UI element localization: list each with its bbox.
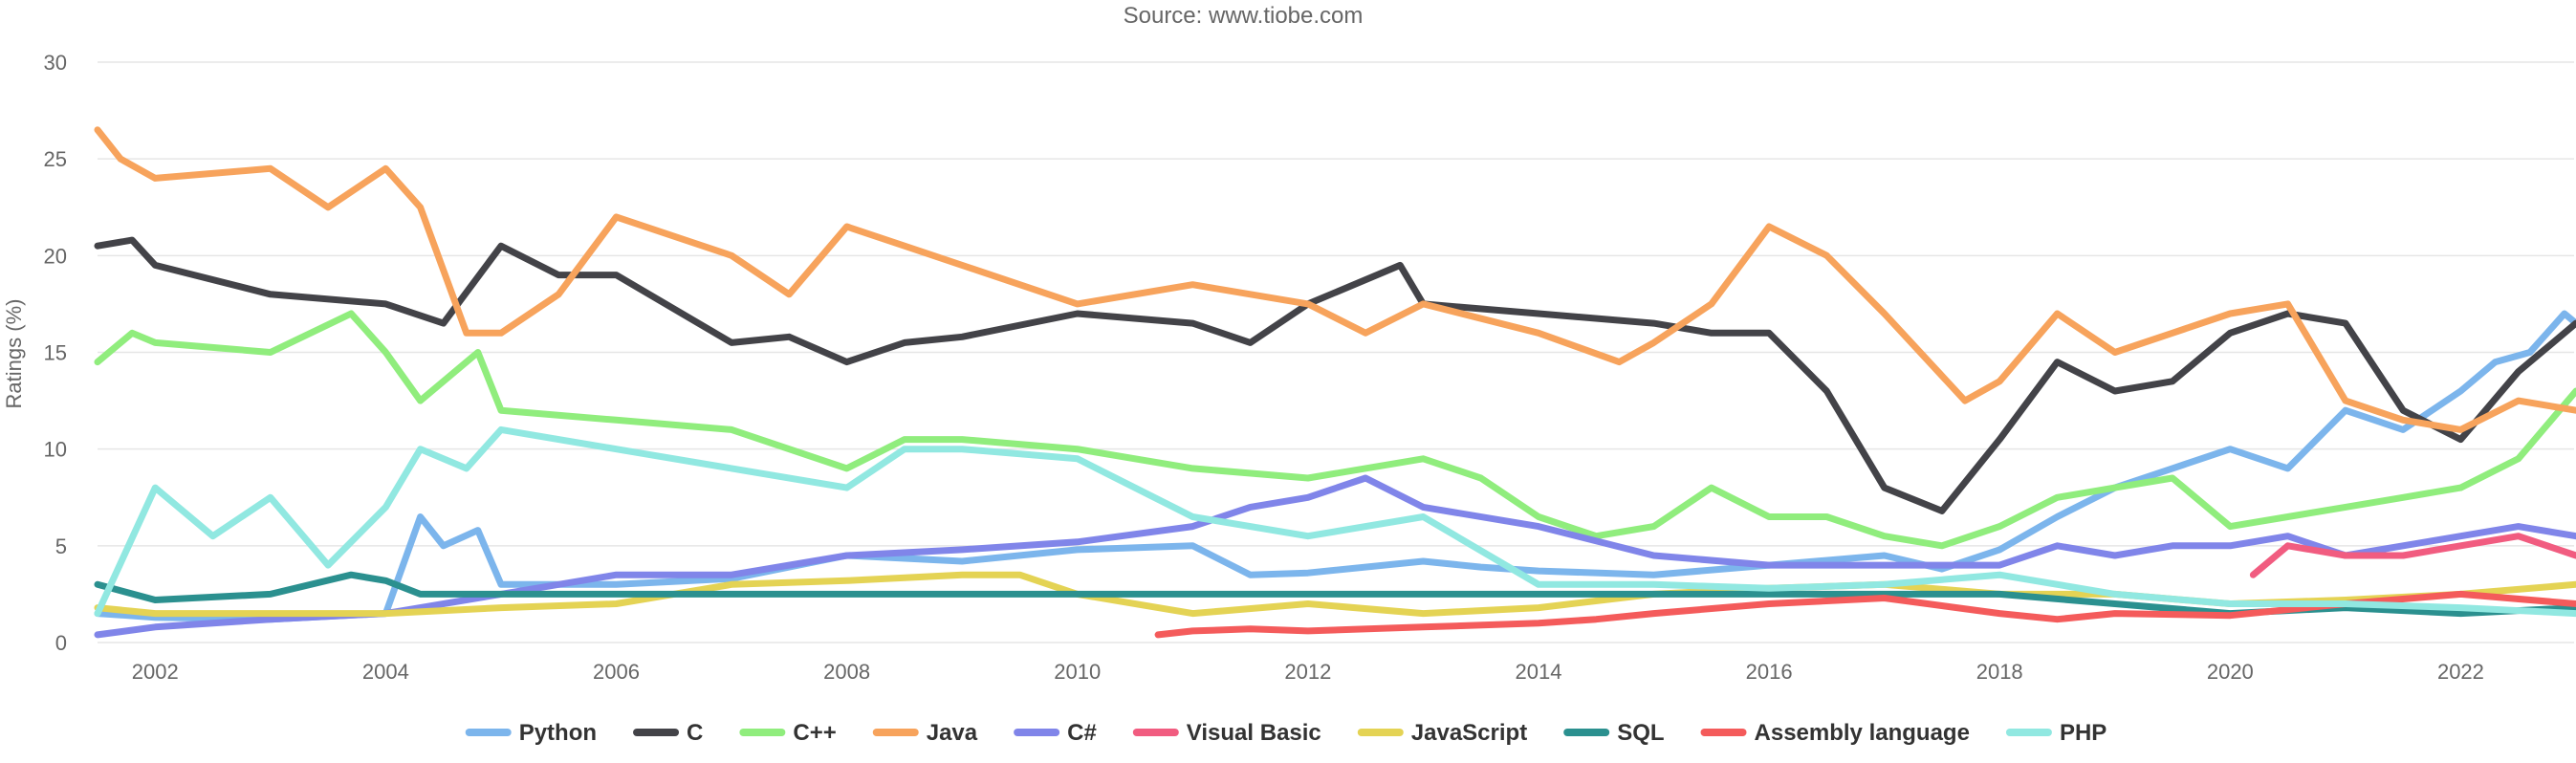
y-tick-label: 0 xyxy=(55,631,67,655)
legend-item-php[interactable]: PHP xyxy=(2005,720,2107,746)
legend-item-visual-basic[interactable]: Visual Basic xyxy=(1132,720,1321,746)
legend-label: Python xyxy=(519,720,597,746)
legend-label: SQL xyxy=(1617,720,1664,746)
legend-item-python[interactable]: Python xyxy=(465,720,597,746)
legend-label: Visual Basic xyxy=(1187,720,1321,746)
x-axis-ticks: 2002 2004 2006 2008 2010 2012 2014 2016 2018 2020… xyxy=(132,660,2484,684)
x-tick-label: 2018 xyxy=(1976,660,2023,684)
legend-label: JavaScript xyxy=(1411,720,1527,746)
x-tick-label: 2002 xyxy=(132,660,179,684)
x-tick-label: 2022 xyxy=(2437,660,2484,684)
legend-item-sql[interactable]: SQL xyxy=(1563,720,1665,746)
y-tick-label: 15 xyxy=(44,341,67,365)
series-line-c xyxy=(94,474,2576,639)
x-tick-label: 2010 xyxy=(1054,660,1101,684)
legend-item-c[interactable]: C++ xyxy=(739,720,837,746)
y-gridlines xyxy=(98,61,2574,643)
y-axis-ticks: 0 5 10 15 20 25 30 xyxy=(44,51,67,655)
legend-item-java[interactable]: Java xyxy=(872,720,978,746)
legend-item-c[interactable]: C# xyxy=(1014,720,1097,746)
x-tick-label: 2014 xyxy=(1516,660,1562,684)
y-tick-label: 5 xyxy=(55,534,67,558)
x-tick-label: 2004 xyxy=(362,660,409,684)
series-line-c xyxy=(94,310,2576,550)
legend-item-c[interactable]: C xyxy=(633,720,703,746)
chart-subtitle: Source: www.tiobe.com xyxy=(1124,3,1364,29)
x-tick-label: 2016 xyxy=(1746,660,1793,684)
x-tick-label: 2008 xyxy=(823,660,870,684)
legend-label: PHP xyxy=(2060,720,2107,746)
x-tick-label: 2006 xyxy=(593,660,640,684)
series-line-java xyxy=(94,126,2576,433)
legend: Python C C++ Java C# Visual Basic JavaScript SQ… xyxy=(465,720,2107,746)
legend-label: Java xyxy=(927,720,978,746)
legend-item-assembly-language[interactable]: Assembly language xyxy=(1700,720,1970,746)
series-line-assembly-language xyxy=(1154,590,2576,639)
series-lines xyxy=(94,126,2576,639)
x-tick-label: 2012 xyxy=(1284,660,1331,684)
series-line-php xyxy=(94,425,2576,618)
y-tick-label: 30 xyxy=(44,51,67,75)
y-axis-title: Ratings (%) xyxy=(2,299,26,409)
x-tick-label: 2020 xyxy=(2207,660,2254,684)
series-line-visual-basic xyxy=(2249,533,2576,578)
legend-label: C xyxy=(687,720,703,746)
y-tick-label: 10 xyxy=(44,438,67,462)
legend-label: C++ xyxy=(793,720,836,746)
legend-item-javascript[interactable]: JavaScript xyxy=(1357,720,1527,746)
legend-label: C# xyxy=(1067,720,1097,746)
y-tick-label: 20 xyxy=(44,244,67,268)
series-line-c xyxy=(94,236,2576,514)
legend-label: Assembly language xyxy=(1755,720,1970,746)
y-tick-label: 25 xyxy=(44,147,67,171)
